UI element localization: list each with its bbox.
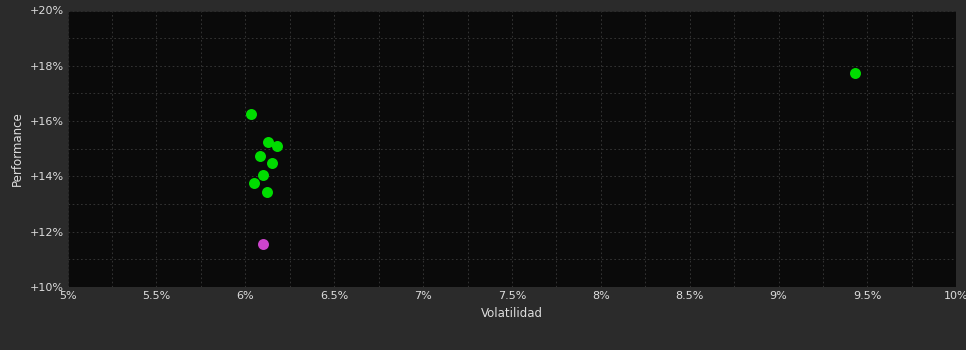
Point xyxy=(243,111,259,117)
Y-axis label: Performance: Performance xyxy=(11,111,24,186)
Point xyxy=(255,172,270,178)
Point xyxy=(255,241,270,247)
X-axis label: Volatilidad: Volatilidad xyxy=(481,307,543,320)
Point xyxy=(265,160,280,166)
Point xyxy=(246,181,262,186)
Point xyxy=(261,139,276,145)
Point xyxy=(252,153,268,159)
Point xyxy=(270,143,285,149)
Point xyxy=(847,70,863,76)
Point xyxy=(259,189,274,194)
